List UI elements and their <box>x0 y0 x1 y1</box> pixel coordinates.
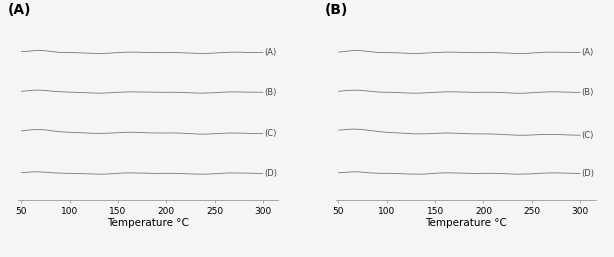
Text: (B): (B) <box>264 88 276 97</box>
Text: (A): (A) <box>264 48 276 57</box>
X-axis label: Temperature °C: Temperature °C <box>107 218 189 228</box>
Text: (C): (C) <box>581 131 594 140</box>
Text: (D): (D) <box>581 169 594 178</box>
Text: (B): (B) <box>581 88 594 97</box>
X-axis label: Temperature °C: Temperature °C <box>425 218 507 228</box>
Text: (A): (A) <box>8 3 31 17</box>
Text: (D): (D) <box>264 169 277 178</box>
Text: (A): (A) <box>581 48 593 57</box>
Text: (C): (C) <box>264 129 276 138</box>
Text: (B): (B) <box>325 3 349 17</box>
